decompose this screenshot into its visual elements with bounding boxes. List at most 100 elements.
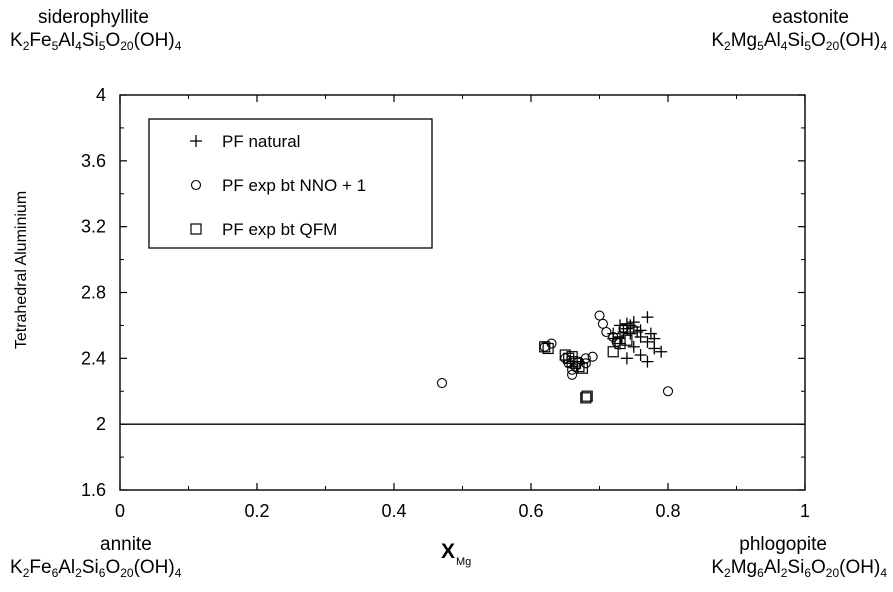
formula-subscript: 20 bbox=[825, 566, 840, 580]
data-point-square bbox=[566, 351, 578, 363]
data-point-circle bbox=[662, 386, 674, 397]
data-point-square bbox=[576, 362, 588, 374]
formula-element: Al bbox=[58, 557, 76, 578]
data-point-plus bbox=[634, 349, 647, 362]
formula-element: Al bbox=[763, 30, 781, 51]
legend: PF natural PF exp bt NNO + 1 PF exp bt QFM bbox=[148, 118, 433, 249]
data-point-plus bbox=[627, 340, 640, 353]
formula-element: Fe bbox=[29, 30, 52, 51]
data-point-square bbox=[614, 337, 626, 350]
formula-element: O bbox=[105, 30, 121, 51]
data-point-plus bbox=[655, 345, 668, 358]
y-tick-label: 2.4 bbox=[81, 348, 106, 368]
x-tick-label: 1 bbox=[800, 501, 810, 521]
y-tick-label: 3.6 bbox=[81, 151, 106, 171]
corner-label-top-right: eastonite K2Mg5Al4Si5O20(OH)4 bbox=[711, 6, 887, 52]
data-point-circle bbox=[436, 377, 448, 389]
legend-box bbox=[148, 118, 433, 249]
x-tick-label: 0.4 bbox=[381, 501, 406, 521]
formula-element: Al bbox=[58, 30, 76, 51]
formula-element: (OH) bbox=[839, 557, 881, 578]
formula-subscript: 2 bbox=[22, 39, 30, 53]
formula-element: O bbox=[811, 30, 826, 51]
data-point-plus bbox=[648, 342, 661, 355]
data-point-plus bbox=[624, 327, 637, 340]
data-point-plus bbox=[641, 355, 654, 368]
legend-marker-plus bbox=[190, 135, 202, 147]
formula-subscript: 4 bbox=[174, 39, 182, 53]
y-tick-label: 1.6 bbox=[81, 480, 106, 500]
formula-subscript: 6 bbox=[804, 566, 812, 580]
formula-subscript: 4 bbox=[880, 39, 887, 53]
formula-element: K bbox=[711, 557, 725, 578]
y-tick-label: 4 bbox=[96, 85, 106, 105]
y-axis-label: Tetrahedral Aluminium bbox=[13, 190, 30, 350]
data-point-circle bbox=[618, 323, 629, 334]
endmember-formula: K2Fe6Al2Si6O20(OH)4 bbox=[10, 556, 181, 579]
formula-element: Si bbox=[81, 557, 99, 578]
formula-subscript: 4 bbox=[174, 566, 182, 580]
y-tick-label: 2 bbox=[96, 414, 106, 434]
data-point-plus bbox=[634, 324, 647, 337]
data-point-square bbox=[559, 349, 571, 361]
data-point-square bbox=[539, 341, 551, 353]
formula-subscript: 2 bbox=[22, 566, 30, 580]
formula-element: Al bbox=[763, 557, 781, 578]
formula-subscript: 2 bbox=[780, 566, 788, 580]
formula-subscript: 5 bbox=[804, 39, 812, 53]
formula-element: Mg bbox=[730, 30, 758, 51]
y-tick-label: 2.8 bbox=[81, 283, 106, 303]
data-point-circle bbox=[597, 318, 608, 329]
corner-label-bottom-left: annite K2Fe6Al2Si6O20(OH)4 bbox=[10, 533, 181, 579]
data-point-square bbox=[607, 346, 619, 358]
legend-marker-square bbox=[190, 223, 202, 235]
x-axis-label: XMg bbox=[441, 540, 471, 568]
formula-element: K bbox=[711, 30, 725, 51]
data-point-plus bbox=[614, 337, 627, 350]
data-point-plus bbox=[627, 316, 640, 329]
data-point-square bbox=[621, 334, 633, 346]
formula-subscript: 5 bbox=[98, 39, 106, 53]
data-point-plus bbox=[641, 311, 654, 324]
formula-subscript: 6 bbox=[757, 566, 764, 580]
data-point-plus bbox=[631, 326, 644, 338]
data-point-square bbox=[580, 392, 592, 404]
endmember-name: annite bbox=[100, 534, 152, 555]
formula-subscript: 4 bbox=[880, 566, 887, 580]
endmember-formula: K2Fe5Al4Si5O20(OH)4 bbox=[10, 29, 181, 52]
axes: 0 0.2 0.4 0.6 0.8 1 1.6 2 2.4 2.8 3.2 3.6 4 bbox=[81, 85, 810, 521]
formula-element: O bbox=[811, 557, 826, 578]
formula-subscript: 20 bbox=[120, 39, 134, 53]
data-point-plus bbox=[641, 335, 654, 348]
data-point-circle bbox=[567, 369, 578, 380]
formula-element: Mg bbox=[730, 557, 758, 578]
formula-subscript: 4 bbox=[780, 39, 788, 53]
endmember-formula: K2Mg6Al2Si6O20(OH)4 bbox=[711, 556, 887, 579]
formula-subscript: 5 bbox=[757, 39, 764, 53]
x-tick-label: 0.2 bbox=[244, 501, 269, 521]
formula-element: (OH) bbox=[839, 30, 881, 51]
endmember-formula: K2Mg5Al4Si5O20(OH)4 bbox=[711, 29, 887, 52]
formula-element: Si bbox=[81, 30, 99, 51]
x-tick-label: 0 bbox=[115, 501, 125, 521]
data-point-plus bbox=[607, 327, 620, 340]
formula-subscript: 20 bbox=[825, 39, 840, 53]
formula-element: O bbox=[105, 557, 121, 578]
legend-label: PF natural bbox=[222, 132, 300, 151]
data-point-circle bbox=[587, 351, 598, 362]
x-tick-label: 0.8 bbox=[655, 501, 680, 521]
endmember-name: phlogopite bbox=[739, 534, 827, 555]
formula-subscript: 4 bbox=[75, 39, 82, 53]
formula-element: (OH) bbox=[133, 30, 175, 51]
data-points bbox=[436, 310, 674, 404]
x-tick-label: 0.6 bbox=[518, 501, 543, 521]
x-axis-label-subscript: Mg bbox=[456, 556, 472, 568]
legend-label: PF exp bt QFM bbox=[222, 220, 337, 239]
corner-label-bottom-right: phlogopite K2Mg6Al2Si6O20(OH)4 bbox=[711, 533, 887, 579]
data-point-square bbox=[573, 360, 585, 373]
formula-subscript: 5 bbox=[51, 39, 59, 53]
formula-element: Fe bbox=[29, 557, 52, 578]
data-point-circle bbox=[601, 326, 612, 338]
formula-subscript: 6 bbox=[98, 566, 106, 580]
